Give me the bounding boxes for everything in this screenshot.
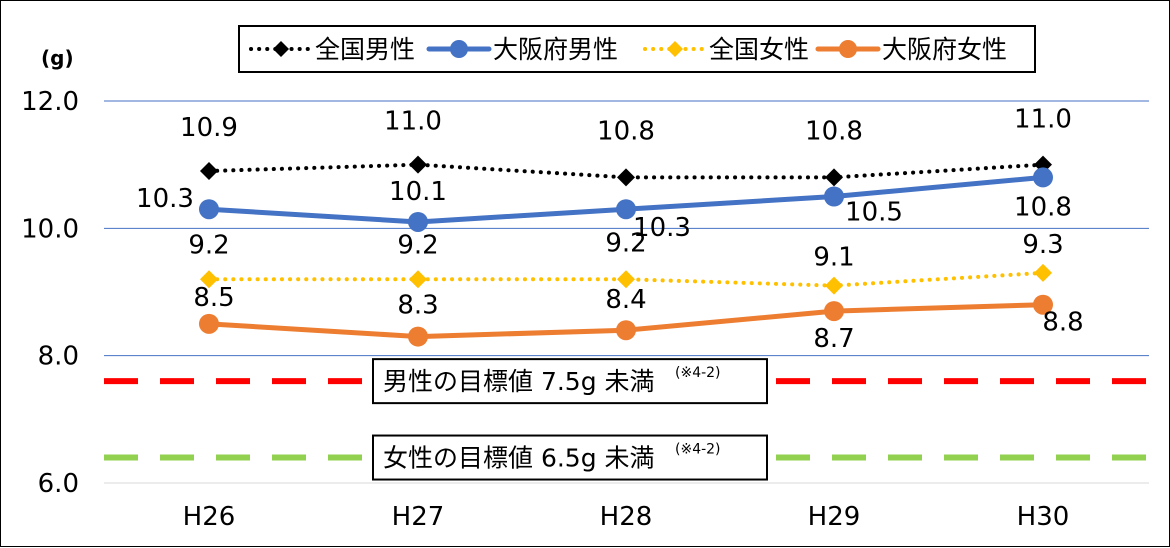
x-tick-label: H27 [392,502,445,532]
data-point [617,168,635,187]
series-line [207,270,1045,288]
data-label: 10.9 [180,113,238,143]
data-point [1033,167,1053,188]
data-label: 10.8 [597,116,655,146]
data-point [1033,294,1053,315]
data-label: 10.1 [389,177,447,207]
legend-box [238,25,1036,73]
data-labels: 10.9 11.0 10.8 10.8 11.0 10.3 10.1 10.3 10.5 10.8… [136,105,1084,354]
legend-marker [273,41,289,57]
data-label: 10.8 [1014,192,1072,222]
x-tick-label: H29 [808,502,861,532]
x-tick-label: H26 [183,502,236,532]
legend-label: 全国女性 [709,35,809,64]
unit-label: (g) [41,46,74,70]
reference-label-box [372,358,768,405]
series-layer [199,155,1053,347]
legend-marker [667,41,683,57]
data-label: 8.8 [1042,308,1083,338]
legend-marker [450,40,468,58]
data-label: 11.0 [1014,105,1072,135]
data-label: 9.1 [813,243,854,273]
series-line [207,162,1045,180]
data-label: 10.3 [136,184,194,214]
data-point [825,276,843,295]
y-tick-label: 10.0 [21,214,79,244]
data-label: 11.0 [384,107,442,137]
legend-marker [839,40,857,58]
y-tick-label: 8.0 [38,342,79,372]
data-label: 8.3 [397,291,438,321]
reference-label: 男性の目標値 7.5g 未満 [383,367,655,396]
reference-label-note: (※4-2) [675,442,721,458]
data-label: 9.2 [605,228,646,258]
data-label: 10.8 [805,116,863,146]
x-tick-label: H28 [600,502,653,532]
data-point [824,186,844,207]
data-point [199,199,219,220]
data-point [617,270,635,289]
data-point [408,326,428,347]
data-point [409,270,427,289]
data-point [824,301,844,322]
gridlines [104,100,1149,357]
data-label: 10.5 [845,198,903,228]
data-point [616,199,636,220]
legend-label: 全国男性 [315,35,415,64]
x-tick-label: H30 [1017,502,1070,532]
reference-label-box [372,434,768,481]
data-label: 8.4 [605,285,646,315]
data-point [409,155,427,174]
data-point [616,320,636,341]
data-label: 10.3 [633,213,691,243]
data-label: 9.2 [188,230,229,260]
legend-label: 大阪府男性 [493,35,618,64]
data-label: 8.7 [813,324,854,354]
axes: 6.0 8.0 10.0 12.0 (g) H26 H27 H28 H29 H30 [21,46,1149,532]
data-point [200,270,218,289]
y-tick-label: 12.0 [21,87,79,117]
legend: 全国男性 大阪府男性 全国女性 大阪府女性 [238,25,1036,73]
reference-label-note: (※4-2) [675,365,721,381]
data-point [1034,263,1052,282]
y-tick-label: 6.0 [38,469,79,499]
data-label: 9.3 [1022,230,1063,260]
data-point [199,313,219,334]
data-point [200,162,218,181]
data-point [408,211,428,232]
reference-lines: 男性の目標値 7.5g 未満 (※4-2) 女性の目標値 6.5g 未満 (※4-2) [104,358,1149,481]
data-point [825,168,843,187]
data-label: 9.2 [397,230,438,260]
data-label: 8.5 [193,283,234,313]
legend-label: 大阪府女性 [882,35,1007,64]
reference-label: 女性の目標値 6.5g 未満 [383,444,655,473]
